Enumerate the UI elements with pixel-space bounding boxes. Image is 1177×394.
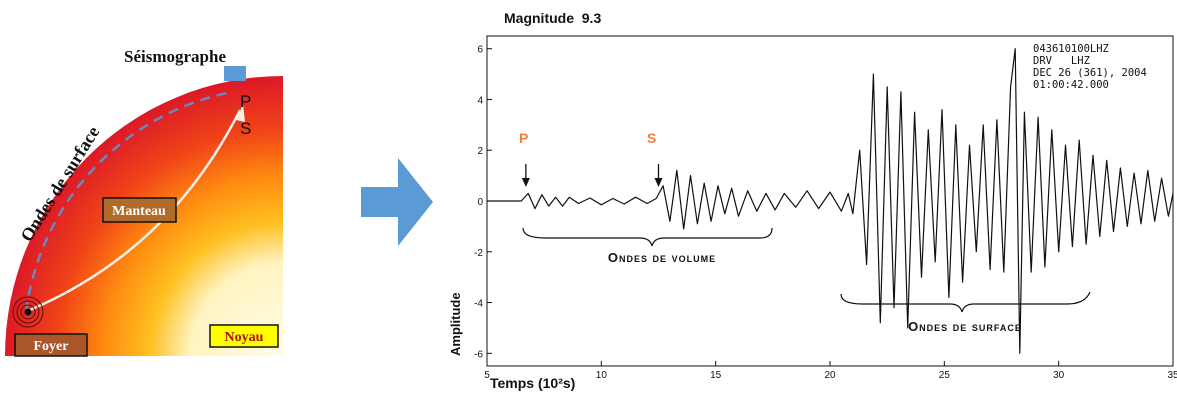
p-label: P	[240, 92, 251, 111]
arrival-arrows	[521, 164, 663, 187]
station-line-2: DRV LHZ	[1033, 55, 1090, 67]
body-waves-label: Ondes de volume	[608, 250, 716, 265]
x-tick-label: 20	[824, 370, 836, 381]
focus-icon	[12, 296, 44, 328]
surface-waves-brace	[840, 291, 1091, 313]
s-marker-label: S	[647, 130, 656, 146]
core-label: Noyau	[225, 330, 264, 345]
mantle-label: Manteau	[112, 204, 166, 219]
s-arrival-arrow	[654, 164, 663, 187]
focus-label: Foyer	[34, 339, 69, 354]
station-info: 043610100LHZ DRV LHZ DEC 26 (361), 2004 …	[1033, 43, 1147, 91]
mantle-label-box	[102, 197, 177, 223]
s-label: S	[240, 119, 251, 138]
y-tick-label: -4	[474, 299, 483, 310]
y-tick-label: 4	[477, 95, 483, 106]
body-waves-brace	[522, 227, 773, 247]
surface-waves-label-chart: Ondes de surface	[908, 319, 1022, 334]
y-tick-label: 6	[477, 45, 483, 56]
p-marker-label: P	[519, 130, 528, 146]
chart-title: Magnitude 9.3	[504, 10, 601, 26]
right-arrow-icon	[361, 158, 433, 246]
x-tick-label: 15	[710, 370, 722, 381]
station-line-3: DEC 26 (361), 2004	[1033, 67, 1147, 79]
y-axis-label: Amplitude	[448, 292, 463, 356]
ray-arrowhead	[236, 104, 245, 122]
x-tick-label: 10	[596, 370, 608, 381]
x-tick-label: 25	[939, 370, 951, 381]
surface-wave-path	[24, 90, 233, 313]
seismic-trace	[487, 48, 1174, 354]
seismogram-chart: Magnitude 9.3 5 10 15 20 25 30 35 -6 -4 -2 0 2 4 6 04…	[448, 10, 1177, 391]
x-tick-label: 35	[1167, 370, 1177, 381]
p-arrival-arrow	[521, 164, 530, 187]
y-tick-label: 2	[477, 146, 483, 157]
x-axis-label: Temps (10²s)	[490, 375, 575, 391]
axes: 5 10 15 20 25 30 35 -6 -4 -2 0 2 4 6	[474, 45, 1177, 381]
earth-section-diagram: Séismographe Ondes de surface P S Mantea…	[5, 47, 283, 357]
focus-label-box	[14, 333, 88, 357]
core-label-box	[209, 324, 279, 348]
station-line-4: 01:00:42.000	[1033, 79, 1109, 91]
seismograph-label: Séismographe	[124, 47, 226, 66]
trace-layer	[487, 48, 1174, 354]
x-tick-label: 5	[484, 370, 490, 381]
station-line-1: 043610100LHZ	[1033, 43, 1109, 55]
y-tick-label: -2	[474, 248, 483, 259]
y-tick-label: -6	[474, 349, 483, 360]
body-wave-ray	[29, 109, 242, 312]
y-tick-label: 0	[477, 197, 483, 208]
seismograph-icon	[224, 66, 246, 81]
x-tick-label: 30	[1053, 370, 1065, 381]
